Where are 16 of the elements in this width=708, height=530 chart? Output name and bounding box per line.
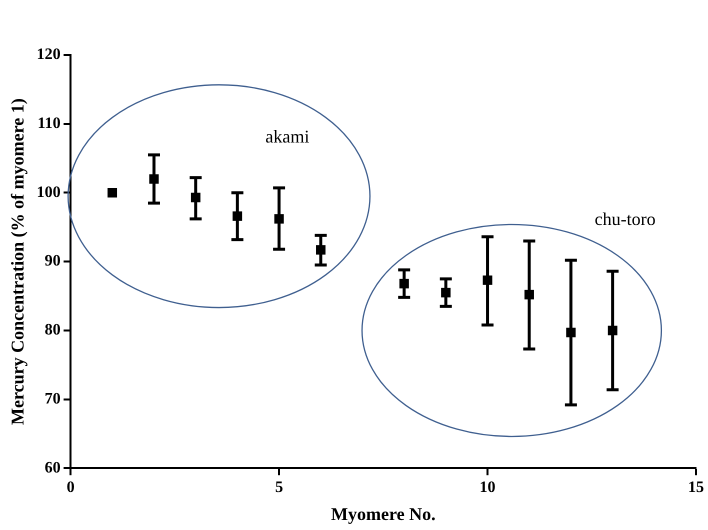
x-axis-title: Myomere No. [330, 504, 436, 524]
point [108, 188, 118, 198]
y-axis-title: Mercury Concentration (% of myomere 1) [7, 98, 28, 425]
annotation: chu-toro [594, 209, 656, 230]
x-tick-label: 0 [66, 478, 75, 496]
y-tick-label: 90 [44, 252, 61, 270]
y-tick-label: 110 [37, 115, 61, 132]
annotation: akami [265, 126, 310, 146]
y-tick-label: 70 [44, 390, 61, 408]
y-tick-label: 100 [36, 184, 61, 201]
y-tick-label: 60 [44, 459, 61, 476]
x-tick-label: 5 [275, 478, 284, 496]
y-tick-label: 120 [36, 46, 61, 64]
x-tick-label: 10 [480, 478, 496, 496]
y-tick-label: 80 [44, 322, 61, 339]
x-tick-label: 15 [688, 478, 704, 496]
